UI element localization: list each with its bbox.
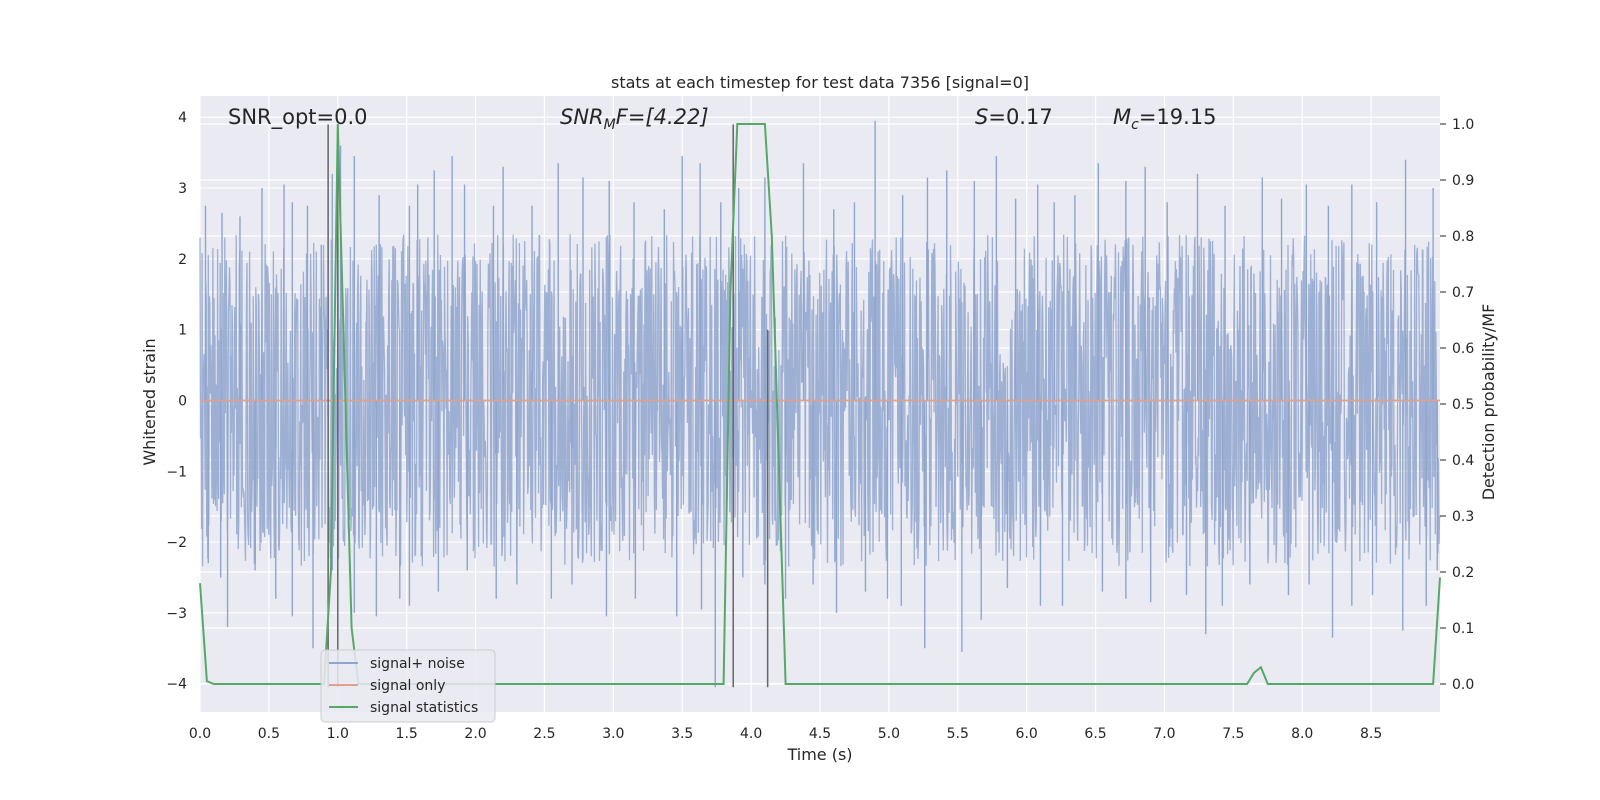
x-axis-label: Time (s) xyxy=(786,745,852,764)
x-tick-label: 7.5 xyxy=(1222,726,1244,742)
legend-label-signal-only: signal only xyxy=(370,678,445,694)
annotation-mc-main: M xyxy=(1113,105,1131,129)
y-right-tick-label: 0.7 xyxy=(1452,285,1474,301)
signal-statistics-series xyxy=(199,123,1441,685)
annotation-mc-rest: =19.15 xyxy=(1139,105,1217,129)
x-tick-label: 6.5 xyxy=(1084,726,1106,742)
x-tick-label: 3.0 xyxy=(602,726,624,742)
y-right-tick-label: 0.0 xyxy=(1452,677,1474,693)
x-tick-label: 8.0 xyxy=(1291,726,1313,742)
y-tick-label: 2 xyxy=(178,252,187,268)
legend-label-signal-statistics: signal statistics xyxy=(370,700,478,716)
annotation-s: S=0.17 xyxy=(975,105,1053,129)
signal-noise-trace xyxy=(199,234,1441,567)
y-tick-label: −3 xyxy=(166,606,187,622)
x-tick-label: 4.0 xyxy=(740,726,762,742)
y-axis-right-label: Detection probability/MF xyxy=(1479,304,1498,501)
x-tick-label: 0.5 xyxy=(258,726,280,742)
y-axis-ticks: 4 3 2 1 0 −1 −2 −3 −4 xyxy=(166,110,187,692)
y-right-tick-label: 0.3 xyxy=(1452,509,1474,525)
y-right-tick-label: 1.0 xyxy=(1452,117,1474,133)
y-tick-label: 4 xyxy=(178,110,187,126)
legend: signal+ noise signal only signal statist… xyxy=(320,649,496,723)
annotation-snr-opt: SNR_opt=0.0 xyxy=(228,105,368,130)
legend-label-signal-noise: signal+ noise xyxy=(370,656,465,672)
annotation-snr-mf-rest: F=[4.22] xyxy=(616,105,709,129)
x-tick-label: 4.5 xyxy=(809,726,831,742)
x-tick-label: 8.5 xyxy=(1360,726,1382,742)
y-right-tick-label: 0.9 xyxy=(1452,173,1474,189)
annotation-s-rest: =0.17 xyxy=(988,105,1052,129)
legend-box xyxy=(320,649,496,723)
x-tick-label: 1.5 xyxy=(396,726,418,742)
annotation-mc-sub: c xyxy=(1131,117,1139,133)
y-tick-label: 3 xyxy=(178,181,187,197)
x-axis-ticks: 0.0 0.5 1.0 1.5 2.0 2.5 3.0 3.5 4.0 4.5 5.0 5.5 6.0 6… xyxy=(189,726,1382,742)
y-tick-label: 1 xyxy=(178,323,187,339)
x-tick-label: 6.0 xyxy=(1016,726,1038,742)
y-right-tick-label: 0.5 xyxy=(1452,397,1474,413)
x-tick-label: 3.5 xyxy=(671,726,693,742)
x-tick-label: 0.0 xyxy=(189,726,211,742)
y-right-tick-label: 0.1 xyxy=(1452,621,1474,637)
y-right-tick-label: 0.2 xyxy=(1452,565,1474,581)
y-axis-right-ticks: 1.0 0.9 0.8 0.7 0.6 0.5 0.4 0.3 0.2 0.1 0.0 xyxy=(1440,117,1474,693)
chart-title: stats at each timestep for test data 735… xyxy=(611,73,1029,92)
y-tick-label: 0 xyxy=(178,393,187,409)
y-tick-label: −2 xyxy=(166,535,187,551)
annotation-snr-mf-sub: M xyxy=(604,117,616,133)
x-tick-label: 5.0 xyxy=(878,726,900,742)
x-tick-label: 7.0 xyxy=(1153,726,1175,742)
y-right-tick-label: 0.4 xyxy=(1452,453,1474,469)
y-axis-label: Whitened strain xyxy=(140,338,159,465)
y-tick-label: −1 xyxy=(166,464,187,480)
annotation-mc: Mc=19.15 xyxy=(1113,105,1217,133)
y-right-tick-label: 0.6 xyxy=(1452,341,1474,357)
annotation-snr-mf-main: SNR xyxy=(560,105,604,129)
x-tick-label: 2.5 xyxy=(533,726,555,742)
annotation-snr-mf: SNRMF=[4.22] xyxy=(560,105,709,133)
x-tick-label: 2.0 xyxy=(464,726,486,742)
y-right-tick-label: 0.8 xyxy=(1452,229,1474,245)
x-tick-label: 1.0 xyxy=(327,726,349,742)
y-tick-label: −4 xyxy=(166,677,187,693)
annotation-s-main: S xyxy=(975,105,988,129)
signal-statistics-line xyxy=(199,123,1441,685)
signal-noise-series xyxy=(199,120,1441,688)
x-tick-label: 5.5 xyxy=(947,726,969,742)
